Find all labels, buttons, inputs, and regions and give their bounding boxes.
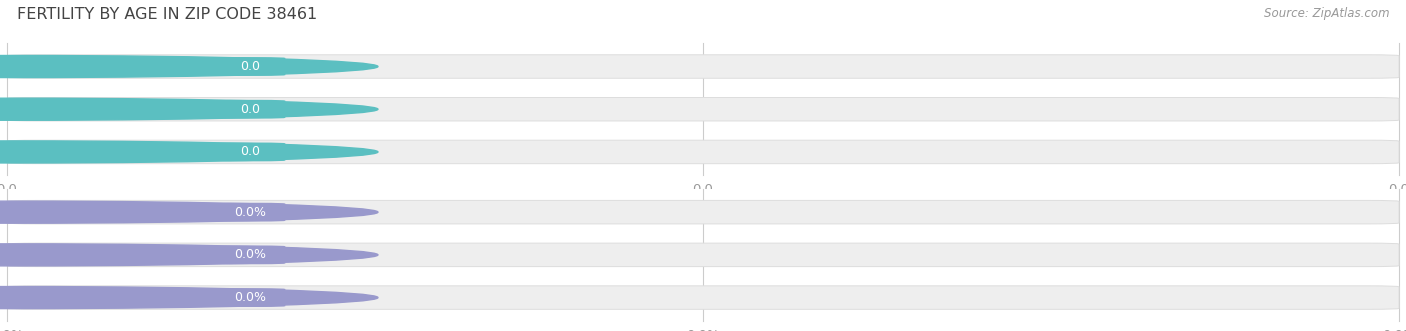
FancyBboxPatch shape [215, 143, 285, 161]
Text: 35 to 50 years: 35 to 50 years [38, 145, 134, 159]
Circle shape [0, 56, 378, 77]
Text: 0.0: 0.0 [240, 103, 260, 116]
Circle shape [0, 244, 378, 266]
FancyBboxPatch shape [7, 98, 1399, 121]
Text: FERTILITY BY AGE IN ZIP CODE 38461: FERTILITY BY AGE IN ZIP CODE 38461 [17, 7, 318, 22]
Text: 0.0: 0.0 [240, 145, 260, 159]
FancyBboxPatch shape [7, 286, 1399, 309]
FancyBboxPatch shape [7, 55, 1399, 78]
FancyBboxPatch shape [215, 57, 285, 76]
Text: 20 to 34 years: 20 to 34 years [38, 103, 134, 116]
FancyBboxPatch shape [7, 200, 1399, 224]
Circle shape [0, 287, 378, 308]
Text: 20 to 34 years: 20 to 34 years [38, 248, 134, 261]
Circle shape [0, 201, 378, 223]
Text: 35 to 50 years: 35 to 50 years [38, 291, 134, 304]
Text: 0.0%: 0.0% [235, 291, 267, 304]
Text: 15 to 19 years: 15 to 19 years [38, 206, 134, 219]
FancyBboxPatch shape [215, 246, 285, 264]
Text: Source: ZipAtlas.com: Source: ZipAtlas.com [1264, 7, 1389, 20]
Circle shape [0, 98, 378, 120]
FancyBboxPatch shape [7, 243, 1399, 266]
FancyBboxPatch shape [215, 288, 285, 307]
Text: 0.0%: 0.0% [235, 248, 267, 261]
Text: 0.0%: 0.0% [235, 206, 267, 219]
Circle shape [0, 141, 378, 163]
FancyBboxPatch shape [7, 140, 1399, 164]
FancyBboxPatch shape [215, 100, 285, 118]
Text: 15 to 19 years: 15 to 19 years [38, 60, 134, 73]
FancyBboxPatch shape [215, 203, 285, 221]
Text: 0.0: 0.0 [240, 60, 260, 73]
